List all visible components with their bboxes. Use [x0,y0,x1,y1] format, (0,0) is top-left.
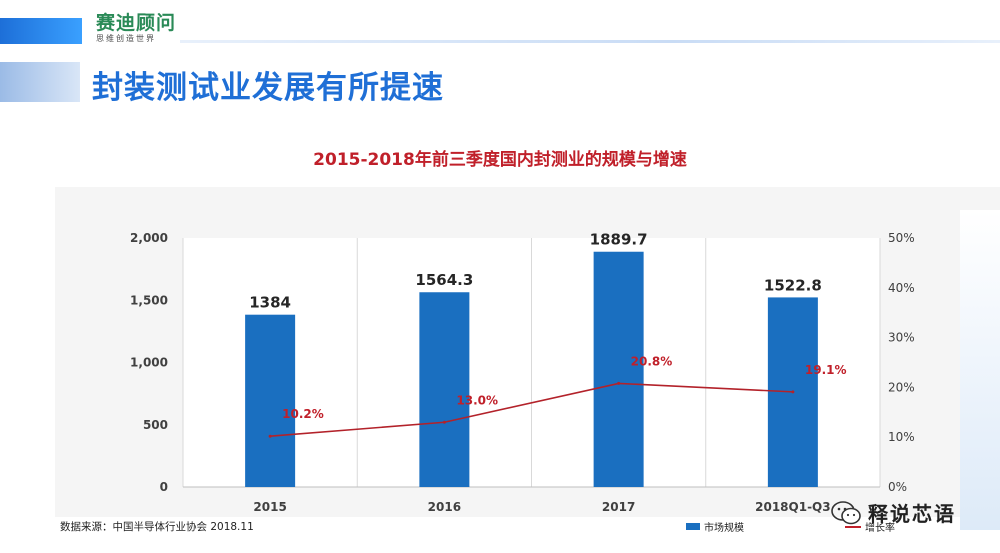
bar [419,292,470,487]
watermark-text: 释说芯语 [868,502,956,526]
growth-rate-label: 13.0% [456,393,498,407]
logo: 赛迪顾问 思维创造世界 [96,8,176,44]
bar-value-label: 1522.8 [764,276,822,294]
wechat-icon [830,500,862,526]
header-accent-band [0,18,82,44]
legend-bar: 市场规模 [686,519,744,534]
growth-rate-label: 19.1% [805,363,847,377]
data-source: 数据来源：中国半导体行业协会 2018.11 [60,521,254,533]
y-left-tick-label: 2,000 [130,231,168,245]
legend-line-swatch [845,525,861,528]
y-left-tick-label: 1,500 [130,293,168,307]
growth-rate-point [791,390,795,394]
legend-bar-swatch [686,523,700,530]
x-tick-label: 2015 [253,500,286,514]
growth-rate-point [268,434,272,438]
y-right-tick-label: 20% [888,380,915,394]
y-left-tick-label: 500 [143,418,168,432]
legend-line-label: 增长率 [865,523,895,534]
legend-bar-label: 市场规模 [704,523,744,534]
x-tick-label: 2017 [602,500,635,514]
logo-main-text: 赛迪顾问 [96,12,177,34]
growth-rate-label: 10.2% [282,407,324,421]
y-right-tick-label: 50% [888,231,915,245]
bar [245,314,296,487]
watermark: 释说芯语 [830,498,956,527]
growth-rate-point [617,381,621,385]
x-tick-label: 2018Q1-Q3 [755,500,830,514]
logo-sub-text: 思维创造世界 [96,34,156,43]
growth-rate-point [442,420,446,424]
y-right-tick-label: 40% [888,281,915,295]
bar-value-label: 1384 [249,294,291,312]
growth-rate-label: 20.8% [631,354,673,368]
chart-title: 2015-2018年前三季度国内封测业的规模与增速 [313,150,687,170]
y-left-tick-label: 0 [160,480,168,494]
legend-line: 增长率 [845,519,895,534]
x-tick-label: 2016 [428,500,461,514]
right-decoration [960,210,1000,530]
title-accent-bar [0,62,80,102]
y-right-tick-label: 30% [888,331,915,345]
y-right-tick-label: 0% [888,480,907,494]
growth-rate-line [270,382,793,438]
header-divider [180,40,1000,43]
y-right-tick-label: 10% [888,430,915,444]
y-left-tick-label: 1,000 [130,356,168,370]
bar [593,251,644,487]
page-title: 封装测试业发展有所提速 [92,70,444,106]
bar-value-label: 1564.3 [415,271,473,289]
bar-value-label: 1889.7 [590,231,648,249]
